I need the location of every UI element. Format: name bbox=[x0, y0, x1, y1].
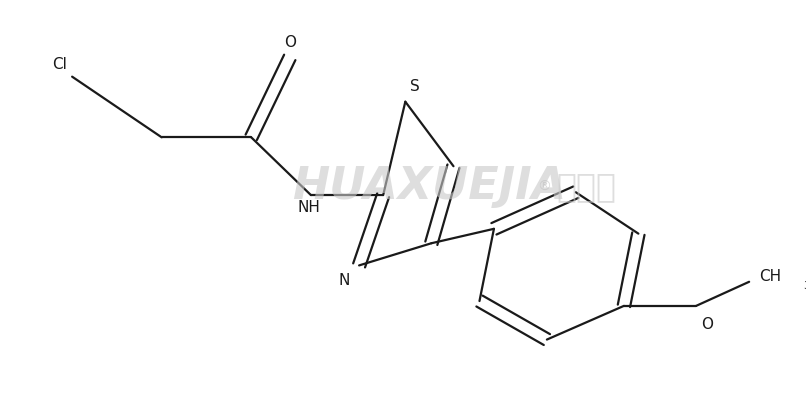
Text: O: O bbox=[701, 318, 713, 332]
Text: HUAXUEJIA: HUAXUEJIA bbox=[292, 165, 566, 208]
Text: Cl: Cl bbox=[52, 57, 68, 72]
Text: 3: 3 bbox=[803, 281, 806, 291]
Text: CH: CH bbox=[758, 269, 781, 284]
Text: O: O bbox=[284, 35, 296, 50]
Text: NH: NH bbox=[297, 200, 321, 215]
Text: ®: ® bbox=[538, 179, 551, 193]
Text: N: N bbox=[338, 273, 350, 288]
Text: 化学加: 化学加 bbox=[556, 170, 617, 203]
Text: S: S bbox=[410, 79, 420, 94]
